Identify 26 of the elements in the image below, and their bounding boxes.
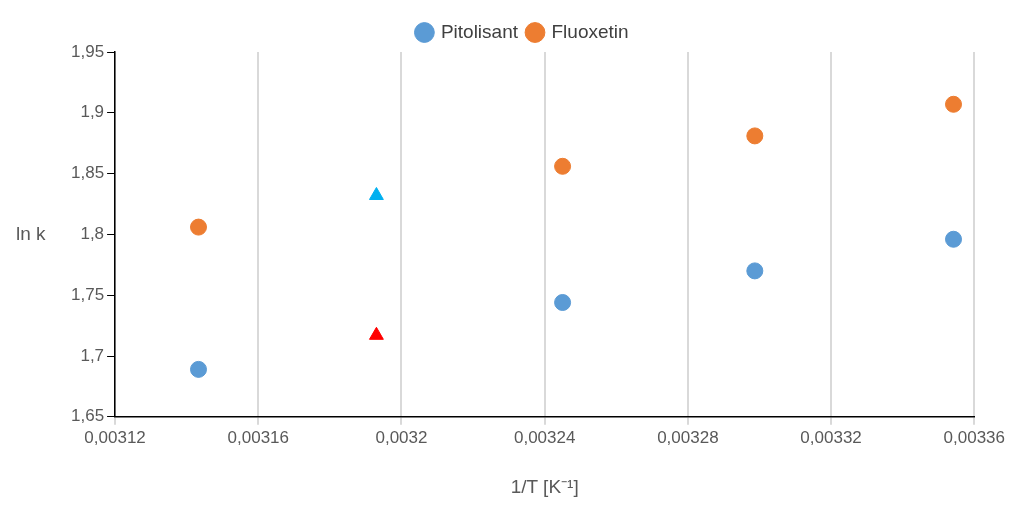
x-axis-title: 1/T [K⁻¹] [510, 475, 579, 497]
x-tick-label: 0,00328 [657, 427, 719, 447]
point [554, 157, 572, 175]
y-tick-label: 1,7 [80, 345, 105, 365]
legend-label: Fluoxetin [551, 20, 629, 42]
y-tick-label: 1,8 [80, 224, 105, 244]
x-tick-label: 0,0032 [375, 427, 428, 447]
y-tick-label: 1,9 [80, 102, 105, 122]
point [945, 230, 963, 248]
y-tick-label: 1,85 [70, 163, 105, 183]
point [746, 127, 764, 145]
point [945, 95, 963, 113]
x-tick-label: 0,00324 [513, 427, 576, 447]
y-tick-label: 1,95 [70, 41, 105, 61]
legend-label: Pitolisant [440, 20, 519, 42]
x-tick-label: 0,00312 [84, 427, 146, 447]
y-tick-label: 1,65 [70, 406, 105, 426]
point [746, 262, 764, 280]
point [190, 218, 207, 236]
x-tick-label: 0,00336 [943, 427, 1005, 447]
y-tick-label: 1,75 [70, 284, 105, 304]
x-tick-label: 0,00332 [800, 427, 862, 447]
point [190, 360, 207, 378]
y-axis-title: ln k [16, 222, 47, 244]
x-tick-label: 0,00316 [227, 427, 290, 447]
point [554, 294, 572, 311]
